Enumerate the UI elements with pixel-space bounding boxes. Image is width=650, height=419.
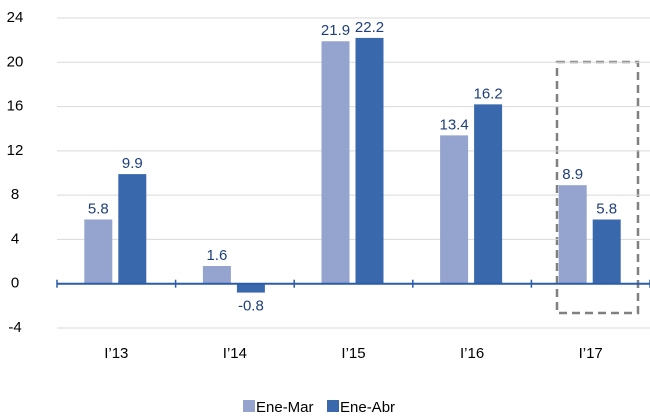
data-label: 16.2	[473, 85, 502, 102]
bar	[558, 185, 587, 284]
y-tick-label: 0	[11, 275, 19, 292]
data-label: 5.8	[88, 200, 109, 217]
x-tick-label: I’14	[223, 345, 247, 362]
y-tick-label: 12	[7, 142, 24, 159]
y-tick-label: 24	[7, 9, 24, 26]
x-tick-label: I’15	[341, 345, 365, 362]
y-tick-label: 20	[7, 53, 24, 70]
y-tick-label: 4	[11, 230, 19, 247]
data-label: 22.2	[355, 19, 384, 36]
x-tick-label: I’13	[104, 345, 128, 362]
data-label: 1.6	[206, 247, 227, 264]
x-tick-label: I’16	[460, 345, 484, 362]
data-label: -0.8	[238, 298, 264, 315]
legend-label: Ene-Mar	[256, 399, 314, 416]
legend-swatch	[243, 400, 255, 412]
data-label: 5.8	[596, 200, 617, 217]
bar	[202, 266, 231, 284]
data-label: 8.9	[562, 166, 583, 183]
data-label: 21.9	[321, 22, 350, 39]
legend-label: Ene-Abr	[340, 399, 395, 416]
data-label: 13.4	[439, 116, 468, 133]
bar	[118, 174, 147, 284]
y-tick-label: -4	[8, 319, 21, 336]
bar	[84, 219, 113, 284]
bar	[474, 104, 503, 284]
y-tick-label: 16	[7, 98, 24, 115]
bar	[236, 283, 265, 293]
bar	[355, 37, 384, 284]
legend-swatch	[327, 400, 339, 412]
y-tick-label: 8	[11, 186, 19, 203]
x-tick-label: I’17	[579, 345, 603, 362]
bar	[440, 135, 469, 284]
plot: -4 0 4 8 12 16 20 24 I’13 5.8 9.9 I’14 1.6 -0.8 I’15 21…	[7, 9, 650, 416]
bar	[592, 219, 621, 284]
data-label: 9.9	[122, 155, 143, 172]
bar	[321, 41, 350, 284]
